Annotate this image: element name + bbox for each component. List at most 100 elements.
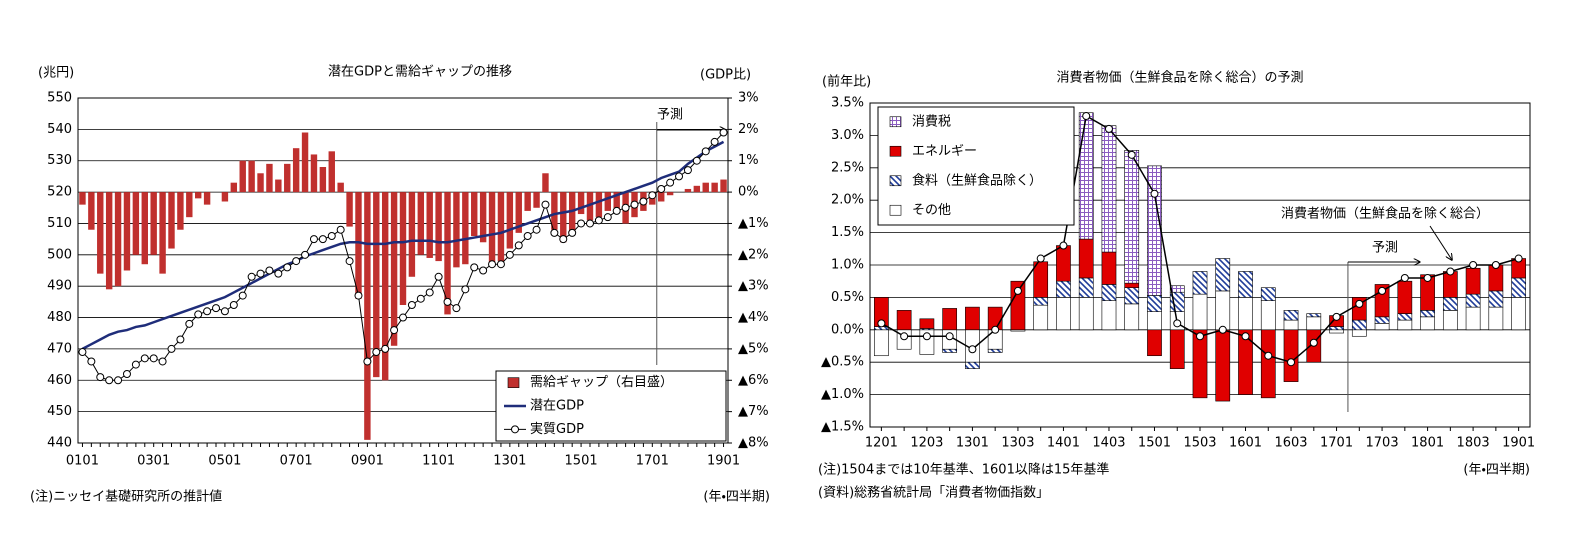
bar [488,192,496,265]
y2-tick-label: ▲3% [738,279,769,294]
marker [1013,286,1022,295]
marker [1446,267,1455,276]
marker [283,263,292,272]
bar-segment [1442,310,1458,331]
y-tick-label: 0.5% [831,290,864,305]
bar [328,151,335,193]
marker [559,235,568,244]
marker [265,266,274,275]
bar [417,192,425,255]
legend-box [877,106,1075,226]
marker [639,197,648,206]
x-axis-label: (年・四半期) [1463,463,1530,478]
bar [390,192,398,346]
bar-segment [1192,329,1208,399]
marker [203,307,212,316]
marker [461,285,470,294]
marker [185,319,194,328]
bar-segment [1420,310,1435,318]
bar [123,192,131,271]
bar-segment [1033,304,1049,331]
legend-label: 需給ギャップ（右目盛） [530,375,673,390]
bar-segment [1465,267,1481,295]
bar-segment [1101,251,1117,285]
legend-box [495,370,727,442]
marker [603,213,612,222]
bar-segment [1351,319,1367,331]
bar-segment [1124,150,1140,284]
bar-segment [1147,295,1162,312]
y-tick-label: 460 [47,373,72,388]
marker [479,266,488,275]
bar [524,192,531,211]
note: (注)ニッセイ基礎研究所の推計値 [30,489,222,505]
y-tick-label: ▲1.5% [821,420,864,435]
bar-segment [1465,306,1481,331]
bar [586,192,594,221]
y-tick-label: 3.5% [831,96,864,111]
bar-segment [1238,297,1253,331]
marker [1127,150,1136,159]
x-tick-label: 1803 [1457,436,1490,451]
marker [900,332,909,341]
y2-tick-label: ▲4% [738,310,769,325]
marker [568,228,577,237]
y-tick-label: 1.0% [831,258,864,273]
legend-label: 潜在GDP [530,399,584,414]
y2-tick-label: ▲6% [738,373,769,388]
marker [523,232,532,240]
marker [381,344,390,353]
bar-segment [1124,287,1140,305]
legend-label: 消費税 [912,114,951,129]
bar [604,192,611,211]
bar-segment [896,310,912,331]
bar [720,179,727,193]
bar-segment [1078,112,1094,240]
marker [1196,332,1204,341]
bar-segment [1442,297,1458,311]
bar [471,192,478,236]
marker [488,260,497,269]
marker [1514,254,1523,263]
bar [693,185,701,193]
marker [425,288,434,297]
bar [239,160,246,193]
marker [1264,351,1273,360]
y2-tick-label: ▲5% [738,341,769,356]
marker [666,178,675,187]
legend-swatch [889,116,902,128]
y-tick-label: 3.0% [831,128,864,143]
x-tick-label: 1901 [707,454,740,469]
marker [1036,254,1045,263]
chart-title: 消費者物価（生鮮食品を除く総合）の予測 [1056,71,1303,86]
bar-segment [1351,329,1367,337]
marker [1287,358,1296,367]
marker [87,357,96,366]
y2-tick-label: ▲7% [738,404,769,419]
marker [158,357,167,366]
bar [355,192,362,299]
bar-segment [1215,258,1231,292]
bar [337,182,344,193]
y-tick-label: 440 [47,436,72,451]
bar [666,192,674,196]
bar-segment [919,318,935,329]
bar-segment [1511,297,1526,331]
marker [1218,325,1227,334]
marker [1150,189,1159,198]
y-tick-label: 490 [47,279,72,294]
bar-segment [1192,293,1208,331]
bar [568,192,576,233]
bar [506,192,514,249]
bar-segment [1374,316,1390,324]
bar-segment [1260,329,1276,399]
bar-segment [1374,323,1390,331]
bar [684,188,692,193]
x-tick-label: 1501 [1138,436,1171,451]
bar [453,192,460,268]
legend-label: その他 [912,203,951,218]
marker [968,345,977,354]
y2-tick-label: 1% [738,153,759,168]
marker [229,301,238,309]
